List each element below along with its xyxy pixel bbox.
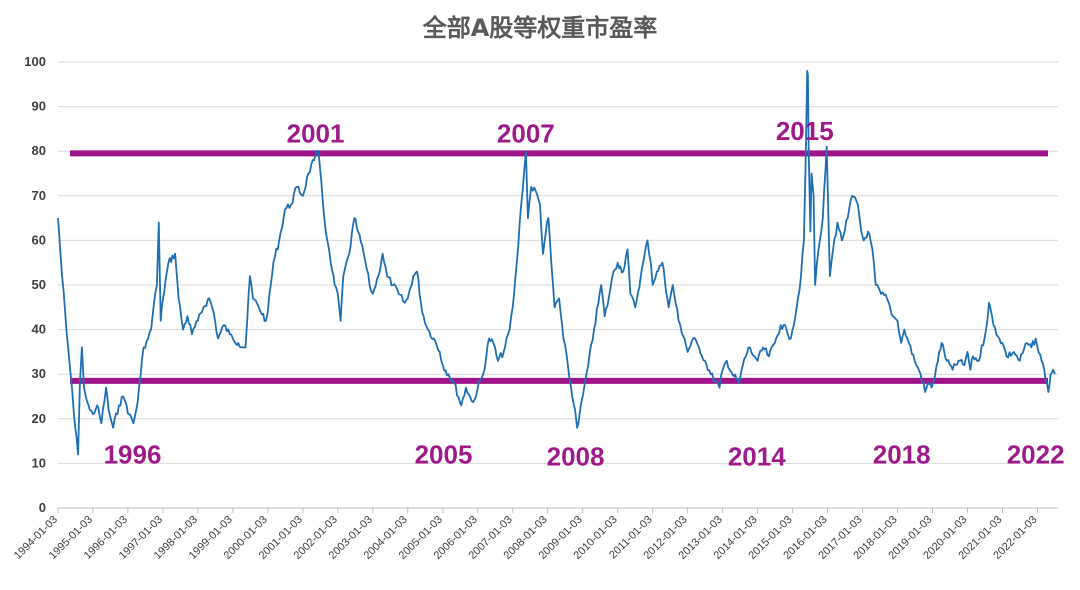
y-tick-label: 30 (32, 366, 46, 381)
year-annotation: 2005 (415, 439, 473, 469)
year-annotation: 1996 (104, 439, 162, 469)
y-tick-label: 70 (32, 188, 46, 203)
y-tick-label: 60 (32, 232, 46, 247)
y-tick-label: 20 (32, 411, 46, 426)
year-annotation: 2022 (1007, 439, 1065, 469)
grid-lines (58, 61, 1058, 464)
year-annotation: 2001 (287, 118, 345, 148)
y-tick-label: 40 (32, 322, 46, 337)
y-tick-label: 0 (39, 500, 46, 515)
y-tick-label: 10 (32, 455, 46, 470)
y-tick-label: 90 (32, 99, 46, 114)
year-annotation: 2014 (728, 442, 786, 472)
year-annotation: 2018 (873, 439, 931, 469)
y-tick-label: 100 (24, 54, 46, 69)
year-annotation: 2008 (547, 442, 605, 472)
annotations: 2001 2007 2015 1996 2005 2008 2014 2018 2022 (104, 116, 1065, 472)
series-line (57, 70, 1056, 456)
y-tick-label: 80 (32, 143, 46, 158)
y-tick-label: 50 (32, 277, 46, 292)
series-layer (57, 70, 1056, 456)
chart-title: 全部A股等权重市盈率 (422, 14, 658, 42)
reference-lines (70, 150, 1048, 384)
year-annotation: 2015 (776, 116, 834, 146)
year-annotation: 2007 (497, 118, 555, 148)
